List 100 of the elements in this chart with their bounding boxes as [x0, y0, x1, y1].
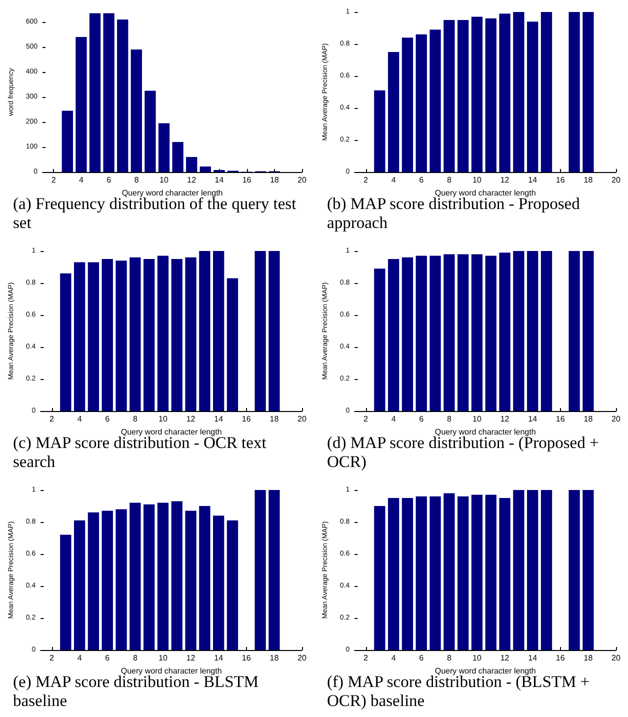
bar	[268, 251, 280, 411]
x-tick-label: 18	[584, 654, 594, 662]
x-tick-label: 18	[270, 176, 280, 184]
bar	[143, 504, 155, 650]
bar	[172, 142, 184, 172]
bar	[88, 262, 100, 411]
x-tick-label: 14	[528, 414, 538, 424]
bar	[89, 13, 101, 172]
bar	[388, 259, 400, 411]
bar	[540, 490, 552, 650]
x-tick-label: 12	[500, 414, 510, 424]
x-tick-label: 16	[556, 176, 566, 184]
bar	[527, 251, 538, 411]
x-tick-label: 6	[419, 176, 424, 184]
x-tick-label: 12	[187, 176, 197, 184]
bar	[513, 490, 524, 650]
bar	[200, 166, 211, 172]
x-tick-label: 8	[132, 654, 138, 662]
bar	[527, 490, 538, 650]
bar	[268, 490, 280, 650]
bar	[157, 256, 169, 411]
x-tick-label: 10	[472, 654, 482, 662]
x-tick-label: 12	[186, 654, 196, 662]
bar	[471, 494, 483, 650]
x-tick-label: 16	[556, 654, 566, 662]
x-tick-label: 16	[242, 176, 252, 184]
x-tick-label: 8	[134, 176, 140, 184]
x-tick-label: 4	[391, 176, 396, 184]
x-tick-label: 4	[77, 414, 82, 424]
x-tick-label: 6	[419, 654, 424, 662]
bar	[158, 123, 170, 172]
bar	[513, 251, 524, 411]
bar	[226, 278, 238, 411]
x-tick-label: 14	[214, 654, 224, 662]
bar	[374, 268, 386, 411]
x-tick-label: 10	[472, 176, 482, 184]
bar	[62, 110, 73, 172]
bar	[416, 496, 427, 650]
x-tick-label: 18	[584, 414, 594, 424]
bar	[402, 38, 414, 172]
bar	[199, 506, 210, 650]
bar	[499, 14, 510, 172]
bar	[213, 516, 224, 650]
x-tick-label: 16	[242, 414, 252, 424]
x-tick-label: 6	[106, 176, 112, 184]
bar	[402, 257, 414, 411]
bar	[74, 262, 86, 411]
bar	[116, 260, 127, 411]
bar	[74, 520, 86, 650]
bar	[157, 502, 169, 650]
bar	[186, 157, 198, 172]
x-tick-label: 20	[612, 176, 621, 184]
x-tick-label: 6	[419, 414, 424, 424]
x-tick-label: 4	[77, 654, 82, 662]
bar	[254, 251, 266, 411]
x-tick-label: 6	[105, 654, 110, 662]
x-tick-label: 12	[500, 176, 510, 184]
bar	[388, 498, 400, 650]
bar	[185, 510, 196, 650]
bar	[374, 506, 386, 650]
bar	[416, 34, 427, 172]
bar	[430, 256, 441, 411]
bar	[76, 37, 87, 172]
bar	[457, 254, 469, 411]
x-tick-label: 14	[214, 414, 224, 424]
bar	[568, 12, 580, 172]
x-tick-label: 2	[364, 414, 369, 424]
bar	[568, 251, 580, 411]
bar	[144, 90, 156, 172]
x-tick-label: 14	[528, 176, 538, 184]
bar	[444, 20, 455, 172]
x-tick-label: 14	[528, 654, 538, 662]
bar	[116, 509, 127, 650]
bar	[374, 90, 386, 172]
x-tick-label: 20	[612, 414, 621, 424]
bar	[430, 30, 441, 172]
x-tick-label: 8	[446, 176, 452, 184]
bar	[254, 490, 266, 650]
x-tick-label: 10	[160, 176, 170, 184]
x-tick-label: 10	[158, 654, 168, 662]
x-tick-label: 16	[242, 654, 252, 662]
x-tick-label: 2	[51, 176, 56, 184]
bar	[199, 251, 210, 411]
x-tick-label: 20	[612, 654, 621, 662]
bar	[582, 490, 594, 650]
bar	[527, 22, 538, 172]
x-tick-label: 2	[364, 654, 369, 662]
bar	[444, 254, 455, 411]
x-tick-label: 2	[364, 176, 369, 184]
x-tick-label: 20	[298, 414, 307, 424]
bar	[540, 12, 552, 172]
bar	[60, 273, 72, 411]
bar	[60, 534, 72, 650]
bar	[457, 496, 469, 650]
x-tick-label: 2	[50, 654, 55, 662]
bar	[171, 501, 182, 650]
bar	[568, 490, 580, 650]
bar	[226, 520, 238, 650]
x-tick-label: 18	[584, 176, 594, 184]
bar	[102, 259, 113, 411]
